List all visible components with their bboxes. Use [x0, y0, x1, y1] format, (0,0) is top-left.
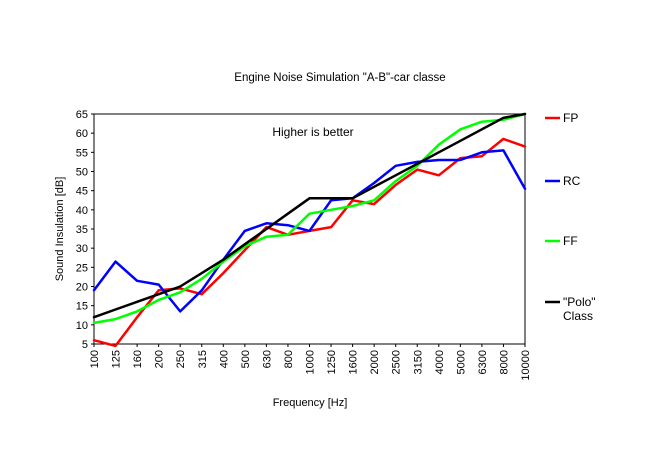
x-tick-label: 1250 — [326, 350, 338, 374]
y-tick-label: 10 — [76, 320, 88, 332]
y-tick-label: 45 — [76, 186, 88, 198]
y-tick-label: 35 — [76, 224, 88, 236]
x-tick-label: 2500 — [391, 350, 403, 374]
x-axis: 100 125 160 200 250 315 400 500 630 800 1000 1250 16… — [89, 344, 532, 381]
series-line-2 — [92, 112, 527, 325]
x-tick-label: 400 — [218, 350, 230, 368]
x-tick-label: 1600 — [348, 350, 360, 374]
legend-label-1: RC — [563, 174, 581, 188]
x-tick-label: 315 — [197, 350, 209, 368]
x-tick-label: 250 — [175, 350, 187, 368]
x-tick-label: 1000 — [305, 350, 317, 374]
y-tick-label: 30 — [76, 243, 88, 255]
x-tick-label: 200 — [154, 350, 166, 368]
series-line-1 — [92, 149, 527, 313]
y-tick-label: 50 — [76, 167, 88, 179]
y-axis-label: Sound Insulation [dB] — [54, 177, 66, 282]
x-tick-label: 10000 — [520, 350, 532, 381]
x-axis-label: Frequency [Hz] — [273, 397, 348, 409]
y-tick-label: 5 — [82, 339, 88, 351]
y-tick-label: 65 — [76, 109, 88, 121]
x-tick-label: 8000 — [498, 350, 510, 374]
legend: FP RC FF "Polo"Class — [545, 111, 596, 323]
x-tick-label: 100 — [89, 350, 101, 368]
series-lines — [92, 112, 527, 348]
chart-title: Engine Noise Simulation "A-B"-car classe — [234, 72, 445, 84]
x-tick-label: 500 — [240, 350, 252, 368]
y-tick-label: 15 — [76, 301, 88, 313]
y-tick-label: 25 — [76, 262, 88, 274]
legend-label-3: Class — [563, 309, 593, 323]
y-axis: 5 10 15 20 25 30 35 40 45 50 55 60 65 — [76, 109, 94, 351]
x-tick-label: 6300 — [477, 350, 489, 374]
x-tick-label: 800 — [283, 350, 295, 368]
y-tick-label: 40 — [76, 205, 88, 217]
y-tick-label: 60 — [76, 128, 88, 140]
x-tick-label: 630 — [261, 350, 273, 368]
legend-label-3: "Polo" — [563, 295, 596, 309]
x-tick-label: 3150 — [412, 350, 424, 374]
x-tick-label: 160 — [132, 350, 144, 368]
legend-label-2: FF — [563, 234, 578, 248]
legend-label-0: FP — [563, 111, 578, 125]
y-tick-label: 55 — [76, 147, 88, 159]
x-tick-label: 2000 — [369, 350, 381, 374]
x-tick-label: 4000 — [434, 350, 446, 374]
y-tick-label: 20 — [76, 282, 88, 294]
x-tick-label: 5000 — [455, 350, 467, 374]
annotation-higher-is-better: Higher is better — [272, 125, 353, 139]
x-tick-label: 125 — [111, 350, 123, 368]
series-line-0 — [92, 137, 527, 348]
series-line-3 — [92, 112, 527, 319]
